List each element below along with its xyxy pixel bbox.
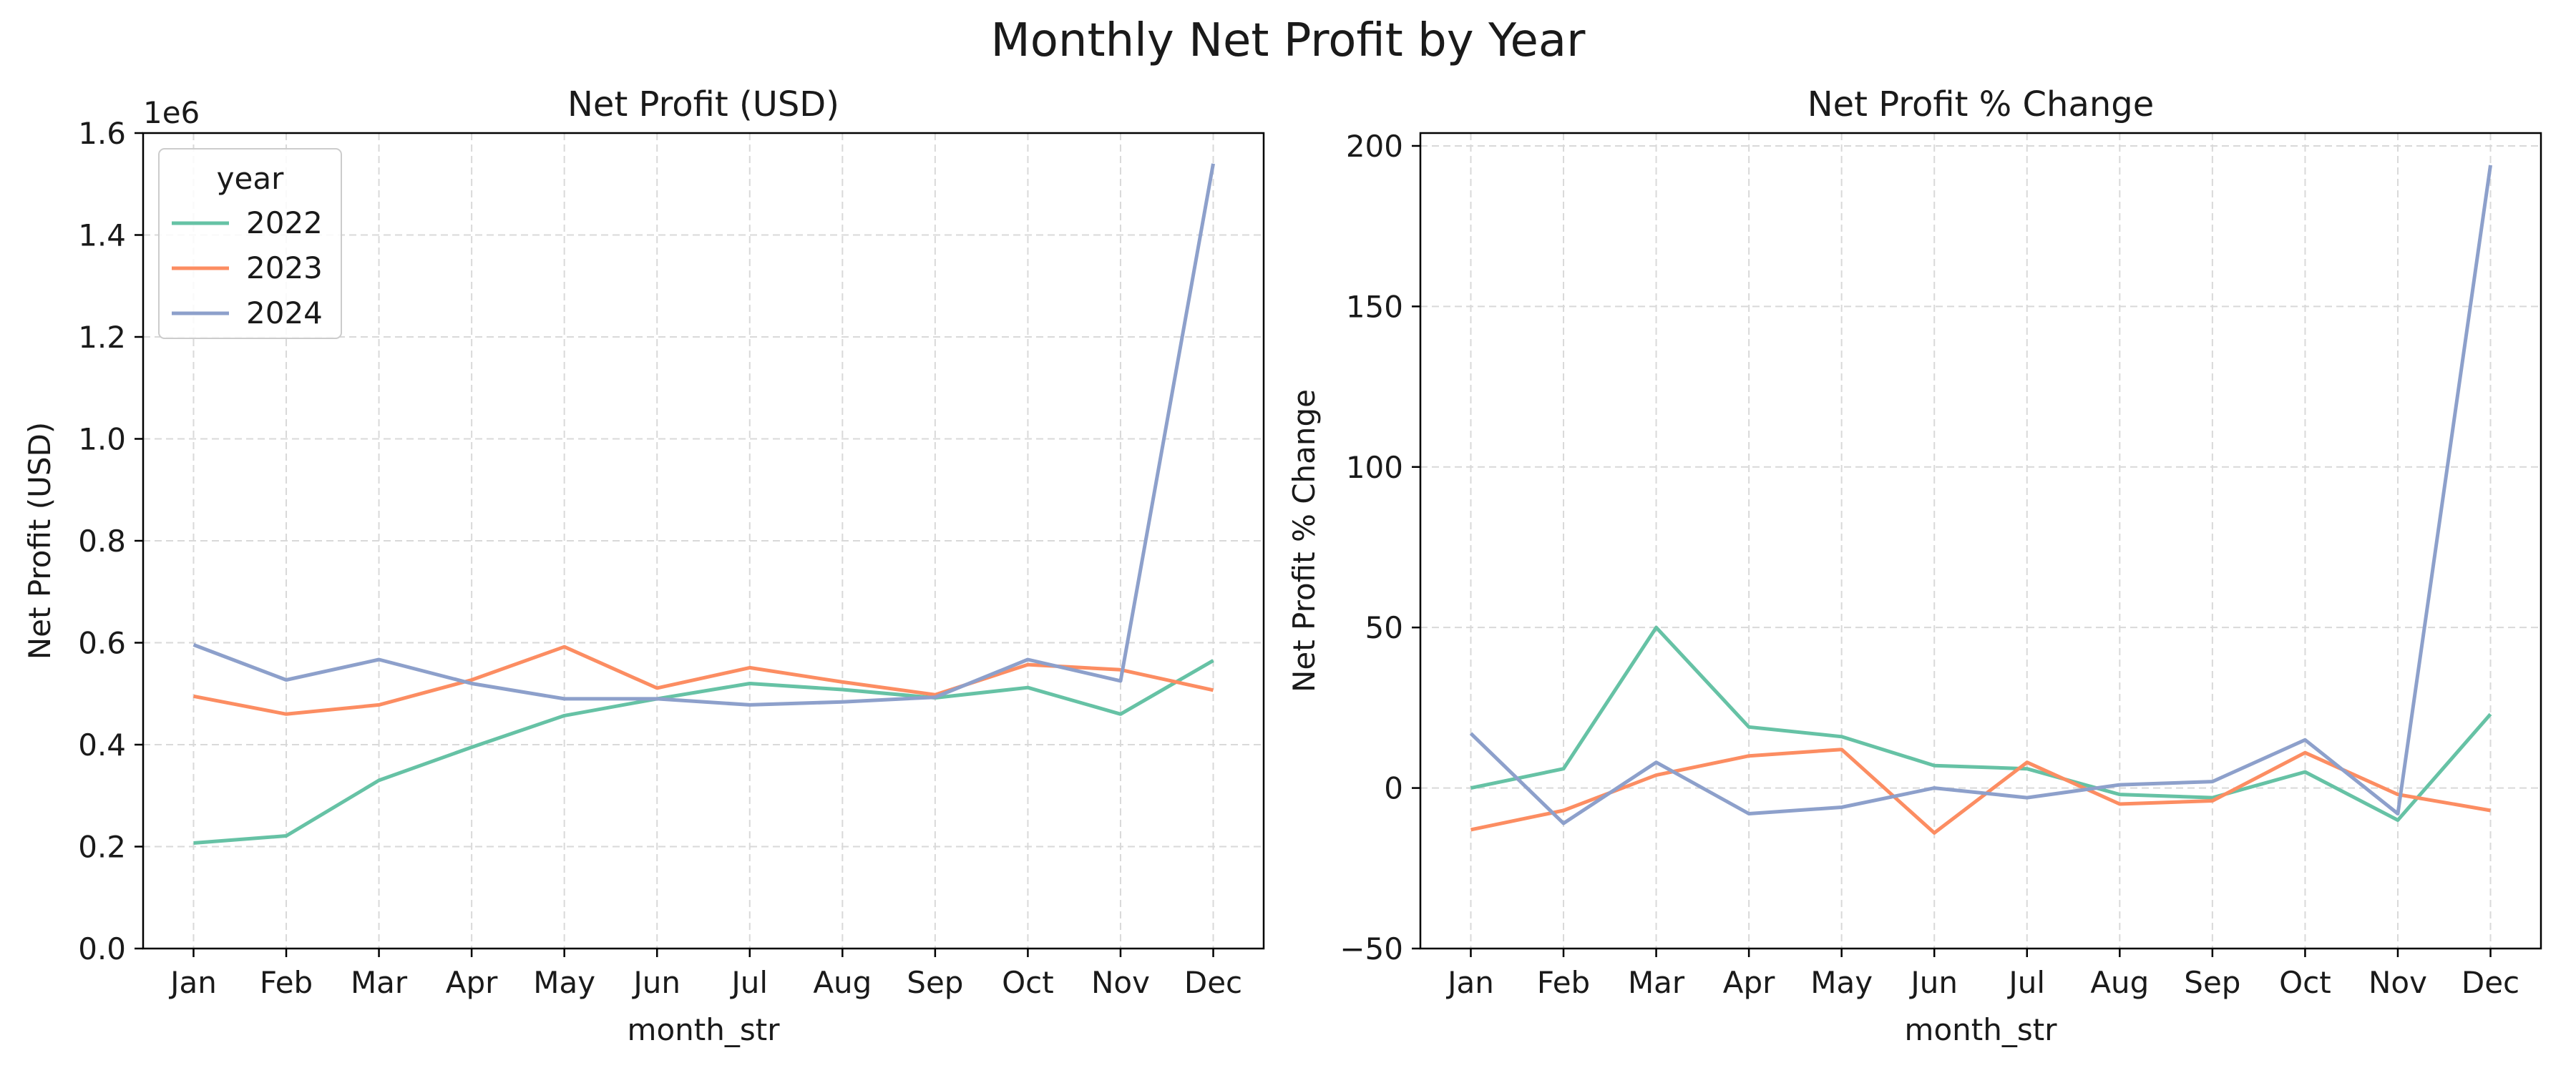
- series-line-2023: [1470, 748, 2491, 835]
- y-tick-label: 150: [1346, 289, 1403, 324]
- x-tick-label-dec: Dec: [1184, 965, 1242, 1000]
- legend-label-2022: 2022: [246, 205, 323, 240]
- y-axis-ticks: 0.0 0.2 0.4 0.6 0.8 1.0 1.2 1.4 1.6: [78, 116, 143, 966]
- x-tick-label-may: May: [533, 965, 595, 1000]
- x-tick-label-oct: Oct: [1002, 965, 1054, 1000]
- series-lines: [1469, 165, 2492, 835]
- x-axis-label: month_str: [1905, 1012, 2058, 1047]
- y-tick-label: 0.2: [78, 830, 126, 865]
- x-tick-label-jun: Jun: [631, 965, 680, 1000]
- x-axis-label: month_str: [628, 1012, 781, 1047]
- series-line-2022: [1470, 625, 2492, 822]
- y-tick-label: 1.4: [78, 218, 126, 253]
- x-tick-label-sep: Sep: [2184, 965, 2240, 1000]
- x-tick-label-aug: Aug: [2090, 965, 2149, 1000]
- x-tick-label-jul: Jul: [729, 965, 768, 1000]
- y-tick-label: 0: [1384, 771, 1403, 806]
- x-tick-label-aug: Aug: [813, 965, 872, 1000]
- series-line-2024: [192, 163, 1215, 707]
- legend-label-2024: 2024: [246, 295, 323, 330]
- net-profit-usd-chart: Jan Feb Mar Apr May Jun Jul Aug Sep Oct Nov Dec 0.0…: [22, 84, 1265, 1047]
- x-tick-label-nov: Nov: [2368, 965, 2427, 1000]
- net-profit-pct-change-chart: Jan Feb Mar Apr May Jun Jul Aug Sep Oct Nov Dec −50…: [1287, 84, 2542, 1047]
- x-axis-ticks: Jan Feb Mar Apr May Jun Jul Aug Sep Oct Nov Dec: [1445, 949, 2519, 1000]
- figure-title: Monthly Net Profit by Year: [991, 14, 1586, 67]
- x-tick-label-mar: Mar: [1628, 965, 1685, 1000]
- x-tick-label-mar: Mar: [351, 965, 408, 1000]
- x-tick-label-jul: Jul: [2006, 965, 2045, 1000]
- x-tick-label-jan: Jan: [168, 965, 217, 1000]
- x-tick-label-apr: Apr: [1723, 965, 1775, 1000]
- x-tick-label-jun: Jun: [1908, 965, 1958, 1000]
- y-tick-label: 1.0: [78, 422, 126, 457]
- y-axis-offset-label: 1e6: [143, 95, 200, 130]
- legend: year 2022 2023 2024: [158, 148, 342, 339]
- x-tick-label-feb: Feb: [1537, 965, 1590, 1000]
- x-tick-label-sep: Sep: [907, 965, 963, 1000]
- y-tick-label: 100: [1346, 450, 1403, 485]
- panel-title: Net Profit (USD): [567, 84, 839, 124]
- series-lines: [192, 163, 1215, 845]
- panel-title: Net Profit % Change: [1807, 84, 2155, 124]
- plot-frame: [1419, 132, 2542, 950]
- legend-title: year: [217, 161, 284, 196]
- y-tick-label: 50: [1365, 610, 1403, 645]
- x-tick-label-dec: Dec: [2462, 965, 2519, 1000]
- series-line-2022: [193, 659, 1214, 845]
- y-tick-label: 200: [1346, 129, 1403, 164]
- x-tick-label-nov: Nov: [1091, 965, 1150, 1000]
- y-tick-label: 0.4: [78, 727, 126, 763]
- y-tick-label: 0.6: [78, 626, 126, 661]
- y-axis-label: Net Profit % Change: [1287, 389, 1322, 692]
- x-tick-label-apr: Apr: [446, 965, 498, 1000]
- y-tick-label: 1.6: [78, 116, 126, 151]
- legend-label-2023: 2023: [246, 250, 323, 285]
- y-tick-label: 0.8: [78, 524, 126, 559]
- y-tick-label: −50: [1340, 931, 1403, 966]
- series-line-2023: [193, 645, 1214, 716]
- series-line-2024: [1469, 165, 2492, 825]
- x-tick-label-may: May: [1810, 965, 1873, 1000]
- y-tick-label: 1.2: [78, 320, 126, 355]
- x-tick-label-feb: Feb: [260, 965, 313, 1000]
- y-axis-label: Net Profit (USD): [22, 422, 57, 660]
- legend-box: [158, 148, 342, 339]
- x-tick-label-oct: Oct: [2279, 965, 2331, 1000]
- y-tick-label: 0.0: [78, 931, 126, 966]
- x-tick-label-jan: Jan: [1445, 965, 1494, 1000]
- x-axis-ticks: Jan Feb Mar Apr May Jun Jul Aug Sep Oct Nov Dec: [168, 949, 1242, 1000]
- y-axis-ticks: −50 0 50 100 150 200: [1340, 129, 1420, 966]
- legend-items: 2022 2023 2024: [172, 205, 323, 330]
